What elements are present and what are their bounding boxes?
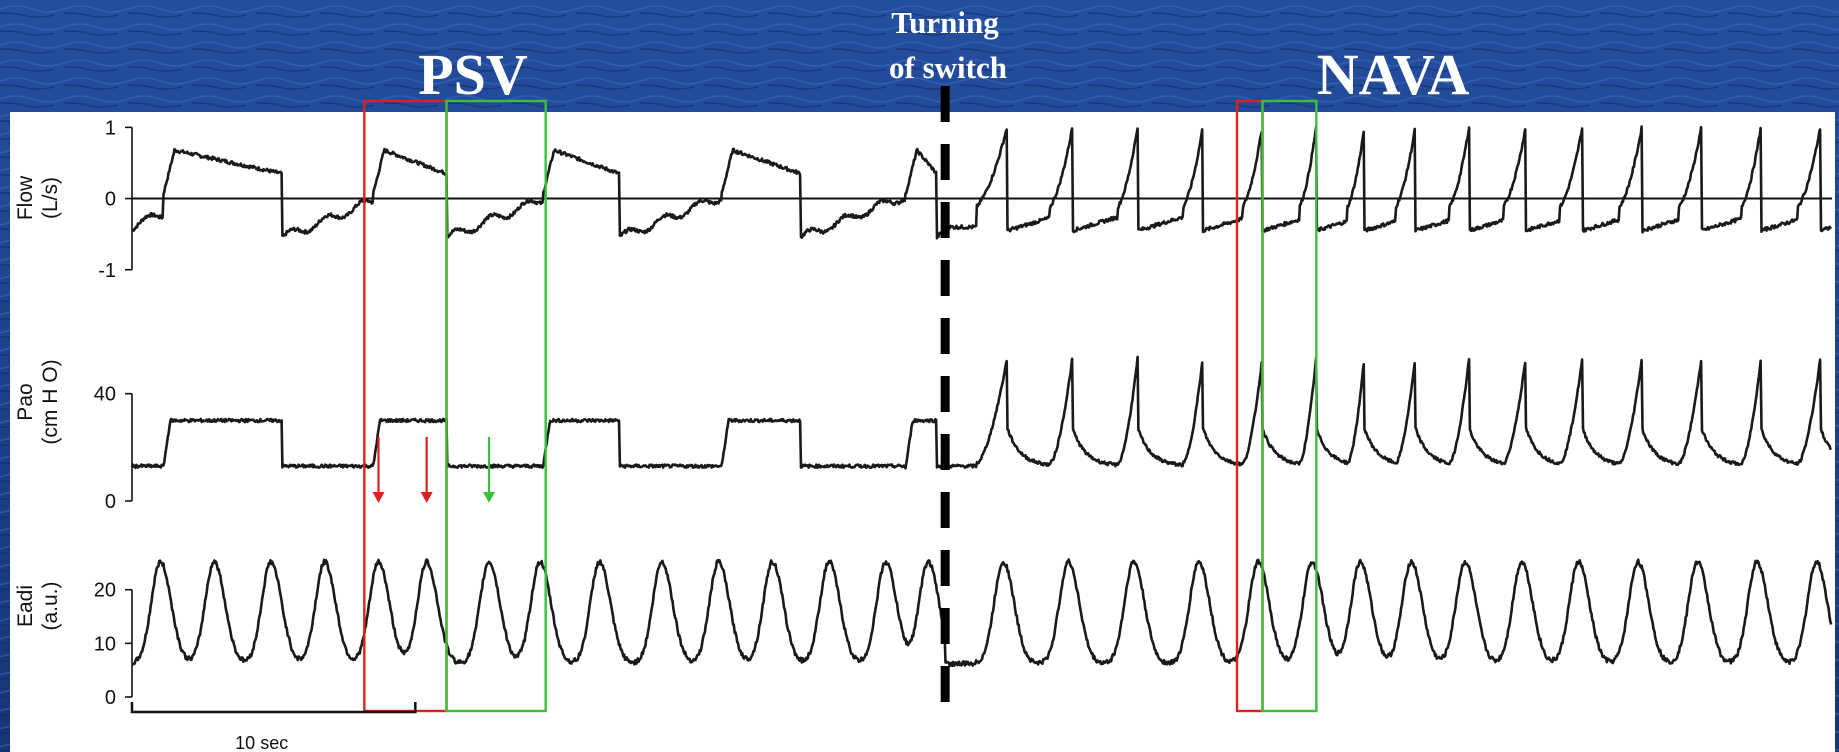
scale-bar-line	[130, 702, 417, 714]
pao-ylabel-line1: Pao	[14, 383, 37, 420]
eadi-ylabel-line1: Eadi	[14, 585, 37, 627]
traces	[130, 125, 1833, 668]
highlight-box	[445, 99, 547, 713]
pao-tick-label: 0	[105, 491, 116, 513]
eadi-ylabel-line2: (a.u.)	[39, 581, 62, 630]
highlight-box	[1261, 99, 1318, 713]
flow-ylabel: Flow (L/s)	[14, 175, 62, 220]
flow-ylabel-line2: (L/s)	[39, 177, 62, 219]
nava-heading: NAVA	[1317, 42, 1470, 107]
pao-ylabel-line2: (cm H O)	[39, 359, 62, 444]
scale-bar-label: 10 sec	[235, 733, 288, 752]
arrow-head	[420, 492, 433, 503]
eadi-tick-label: 10	[94, 633, 116, 655]
psv-heading: PSV	[418, 42, 528, 107]
switch-label-line1: Turning	[891, 5, 999, 40]
scale-bar: 10 sec	[130, 702, 417, 752]
switch-label-line2: of switch	[889, 50, 1007, 85]
pao-trace	[130, 355, 1833, 470]
pao-tick-label: 40	[94, 384, 116, 406]
flow-ylabel-line1: Flow	[14, 175, 37, 220]
eadi-tick-label: 0	[105, 687, 116, 709]
pao-ylabel: Pao (cm H O)	[14, 359, 62, 444]
eadi-tick-label: 20	[94, 580, 116, 602]
flow-tick-label: -1	[98, 260, 116, 282]
arrow-head	[483, 492, 495, 503]
eadi-trace	[131, 558, 1833, 668]
overlays	[363, 86, 1318, 720]
flow-tick-label: 0	[105, 189, 116, 211]
flow-tick-label: 1	[105, 117, 116, 139]
plot-panel	[10, 112, 1835, 752]
arrow-head	[372, 492, 385, 503]
eadi-ylabel: Eadi (a.u.)	[14, 581, 62, 630]
flow-trace	[131, 125, 1833, 240]
